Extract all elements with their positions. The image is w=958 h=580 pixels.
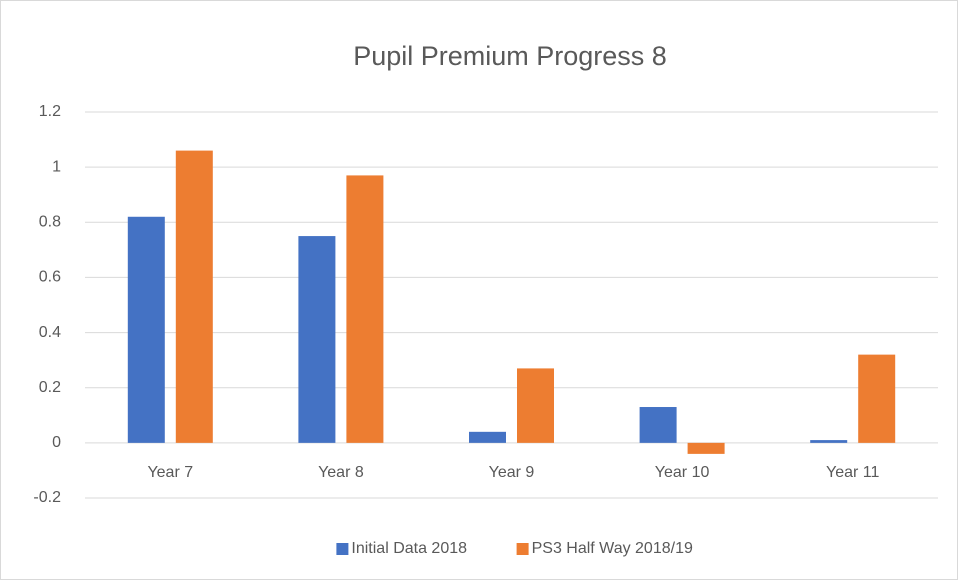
x-tick-label: Year 8 bbox=[318, 464, 364, 481]
bar bbox=[175, 150, 213, 443]
legend-label: Initial Data 2018 bbox=[351, 540, 467, 557]
y-tick-label: -0.2 bbox=[33, 489, 61, 506]
bar bbox=[639, 407, 677, 443]
bar bbox=[810, 440, 848, 443]
y-tick-label: 1.2 bbox=[39, 103, 61, 120]
x-tick-label: Year 11 bbox=[826, 464, 879, 481]
bar bbox=[469, 431, 506, 443]
y-tick-label: 1 bbox=[52, 158, 61, 175]
y-tick-label: 0.6 bbox=[39, 269, 61, 286]
bar bbox=[517, 368, 554, 443]
bar bbox=[298, 236, 336, 443]
legend-swatch bbox=[336, 543, 349, 555]
y-tick-label: 0.4 bbox=[39, 324, 61, 341]
y-tick-label: 0.8 bbox=[39, 214, 61, 231]
bar bbox=[858, 354, 896, 443]
legend-swatch bbox=[516, 543, 529, 555]
chart-title: Pupil Premium Progress 8 bbox=[353, 41, 667, 71]
bar bbox=[346, 175, 384, 443]
legend-label: PS3 Half Way 2018/19 bbox=[532, 540, 693, 557]
y-tick-label: 0.2 bbox=[39, 379, 61, 396]
x-tick-label: Year 9 bbox=[489, 464, 535, 481]
x-tick-label: Year 7 bbox=[147, 464, 193, 481]
x-tick-label: Year 10 bbox=[655, 464, 710, 481]
y-tick-label: 0 bbox=[52, 434, 61, 451]
bar bbox=[687, 442, 725, 454]
bar bbox=[127, 216, 165, 443]
